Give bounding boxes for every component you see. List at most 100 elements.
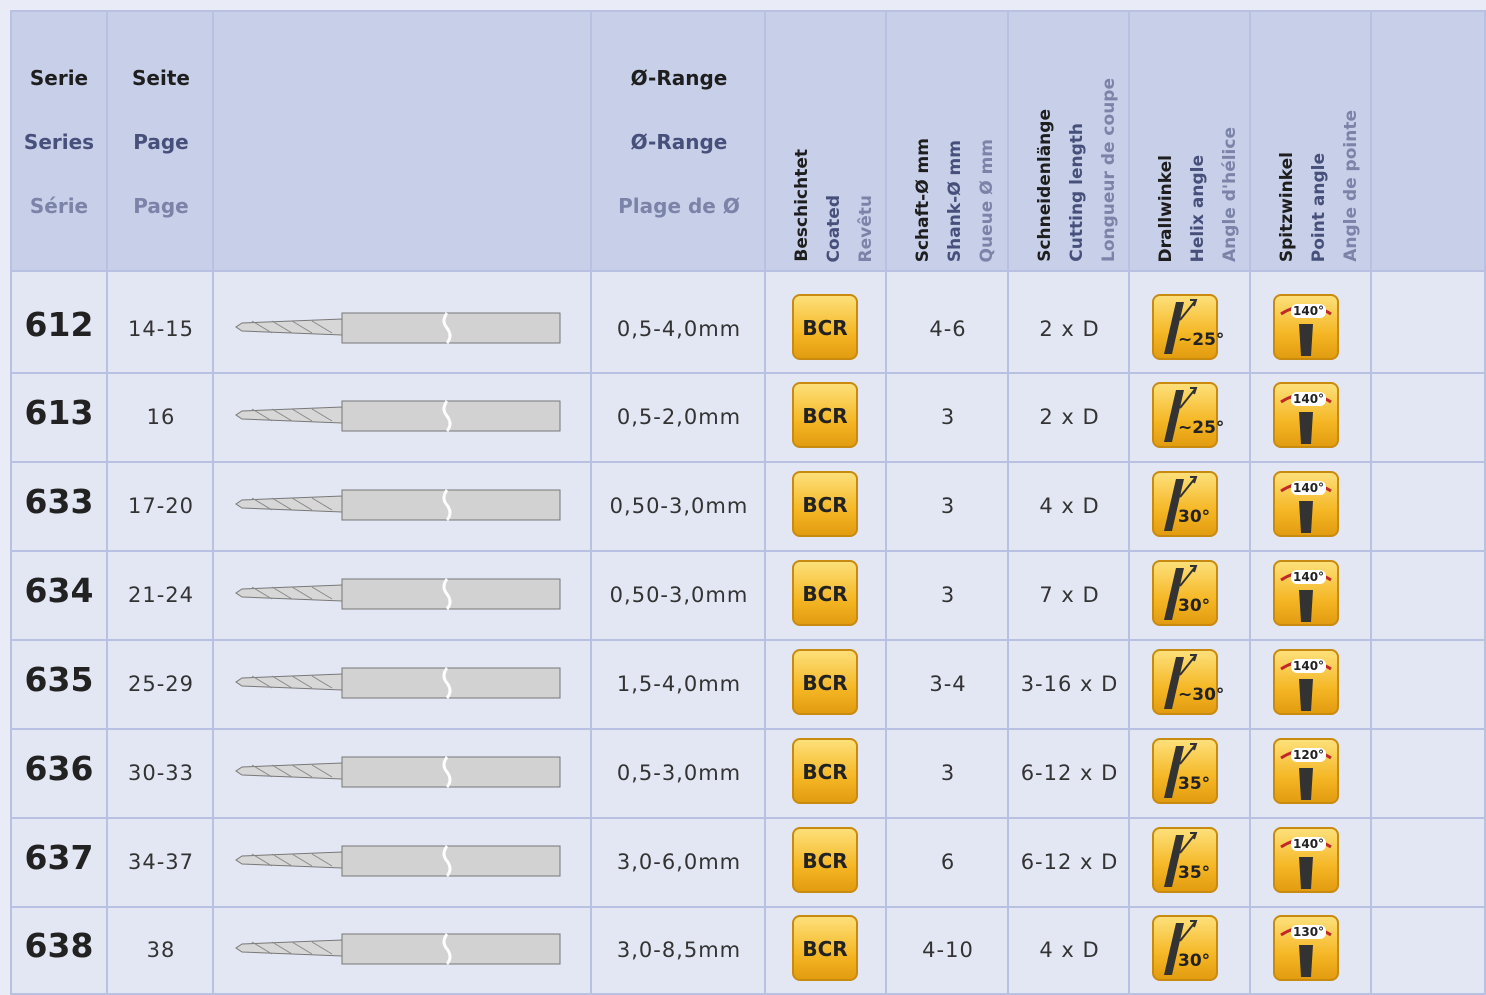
cell xyxy=(108,908,214,995)
cutting: 3-16 x D xyxy=(1020,671,1119,696)
point: 140° xyxy=(1291,836,1327,851)
cell xyxy=(1009,374,1130,463)
cell xyxy=(108,641,214,730)
serie: 635 xyxy=(24,659,94,699)
cell xyxy=(1009,272,1130,374)
page: 16 xyxy=(146,404,176,429)
header-text: Ø-Range xyxy=(630,66,728,90)
range: 3,0-8,5mm xyxy=(616,937,742,962)
header-text: Coated xyxy=(824,194,844,262)
cell xyxy=(1009,641,1130,730)
helix-graphic xyxy=(1164,831,1198,887)
helix-icon: 30° xyxy=(1152,559,1218,626)
cutting: 6-12 x D xyxy=(1020,760,1119,785)
helix-graphic xyxy=(1164,299,1198,354)
cell xyxy=(592,374,766,463)
cell xyxy=(1372,819,1486,908)
header-text: Angle de pointe xyxy=(1341,110,1361,262)
header-text: Point angle xyxy=(1309,152,1329,262)
cell xyxy=(1009,463,1130,552)
header-text: Angle d'hélice xyxy=(1220,127,1240,262)
header-text: Beschichtet xyxy=(792,149,812,262)
helix-icon: 30° xyxy=(1152,914,1218,981)
drill-image xyxy=(235,666,561,699)
coating: BCR xyxy=(802,581,848,606)
point-icon: 140° xyxy=(1273,381,1339,448)
serie: 633 xyxy=(24,481,94,521)
point-icon: 140° xyxy=(1273,648,1339,715)
coating-badge: BCR xyxy=(792,914,858,981)
coating: BCR xyxy=(802,316,848,340)
header-cell xyxy=(214,10,592,272)
cell xyxy=(887,908,1009,995)
cell xyxy=(108,730,214,819)
helix-graphic xyxy=(1164,564,1198,620)
header-text: Seite xyxy=(132,66,190,90)
cell xyxy=(10,908,108,995)
coating: BCR xyxy=(802,403,848,428)
serie: 637 xyxy=(24,837,94,877)
coating: BCR xyxy=(802,936,848,961)
helix: 30° xyxy=(1178,506,1211,527)
cell xyxy=(887,641,1009,730)
coating-badge: BCR xyxy=(792,737,858,804)
cell xyxy=(592,463,766,552)
shank: 4-10 xyxy=(922,937,974,962)
cell xyxy=(10,374,108,463)
cell xyxy=(10,552,108,641)
range: 0,50-3,0mm xyxy=(609,582,749,607)
coating: BCR xyxy=(802,492,848,517)
cell xyxy=(1009,908,1130,995)
header-text: Helix angle xyxy=(1188,154,1208,262)
cell xyxy=(592,272,766,374)
shank: 4-6 xyxy=(929,317,967,341)
helix-graphic xyxy=(1164,475,1198,531)
drill-image xyxy=(235,399,561,432)
point: 140° xyxy=(1291,391,1327,406)
cell xyxy=(1372,374,1486,463)
header-cell xyxy=(10,10,108,272)
cell xyxy=(10,730,108,819)
header-text: Schaft-Ø mm xyxy=(913,137,933,262)
header-cell xyxy=(887,10,1009,272)
helix-icon: ~25° xyxy=(1152,294,1224,360)
cell xyxy=(10,641,108,730)
cell xyxy=(1372,552,1486,641)
header-text: Schneidenlänge xyxy=(1035,109,1055,262)
serie: 612 xyxy=(24,305,94,344)
shank: 3 xyxy=(940,582,956,607)
coating-badge: BCR xyxy=(792,294,858,360)
cell xyxy=(1009,730,1130,819)
cell xyxy=(108,819,214,908)
helix-icon: ~25° xyxy=(1152,381,1224,448)
page: 34-37 xyxy=(127,849,195,874)
page: 30-33 xyxy=(127,760,195,785)
drill-image xyxy=(235,488,561,521)
range: 0,5-4,0mm xyxy=(616,317,742,341)
helix: 35° xyxy=(1178,773,1211,794)
cell xyxy=(887,374,1009,463)
page: 14-15 xyxy=(127,317,195,341)
point-icon: 140° xyxy=(1273,294,1339,360)
coating-badge: BCR xyxy=(792,648,858,715)
cell xyxy=(1009,552,1130,641)
helix-graphic xyxy=(1164,742,1198,798)
header-text: Série xyxy=(29,194,89,218)
cell xyxy=(592,730,766,819)
header-cell xyxy=(592,10,766,272)
page: 25-29 xyxy=(127,671,195,696)
drill-image xyxy=(235,932,561,965)
range: 0,5-2,0mm xyxy=(616,404,742,429)
helix-icon: 30° xyxy=(1152,470,1218,537)
cell xyxy=(1372,730,1486,819)
header-text: Series xyxy=(23,130,95,154)
cutting: 6-12 x D xyxy=(1020,849,1119,874)
shank: 3 xyxy=(940,493,956,518)
cutting: 2 x D xyxy=(1039,317,1100,341)
cell xyxy=(887,819,1009,908)
cell xyxy=(1372,463,1486,552)
helix: ~30° xyxy=(1178,684,1225,705)
serie: 636 xyxy=(24,748,94,788)
header-cell xyxy=(1251,10,1372,272)
header-text: Shank-Ø mm xyxy=(945,139,965,262)
